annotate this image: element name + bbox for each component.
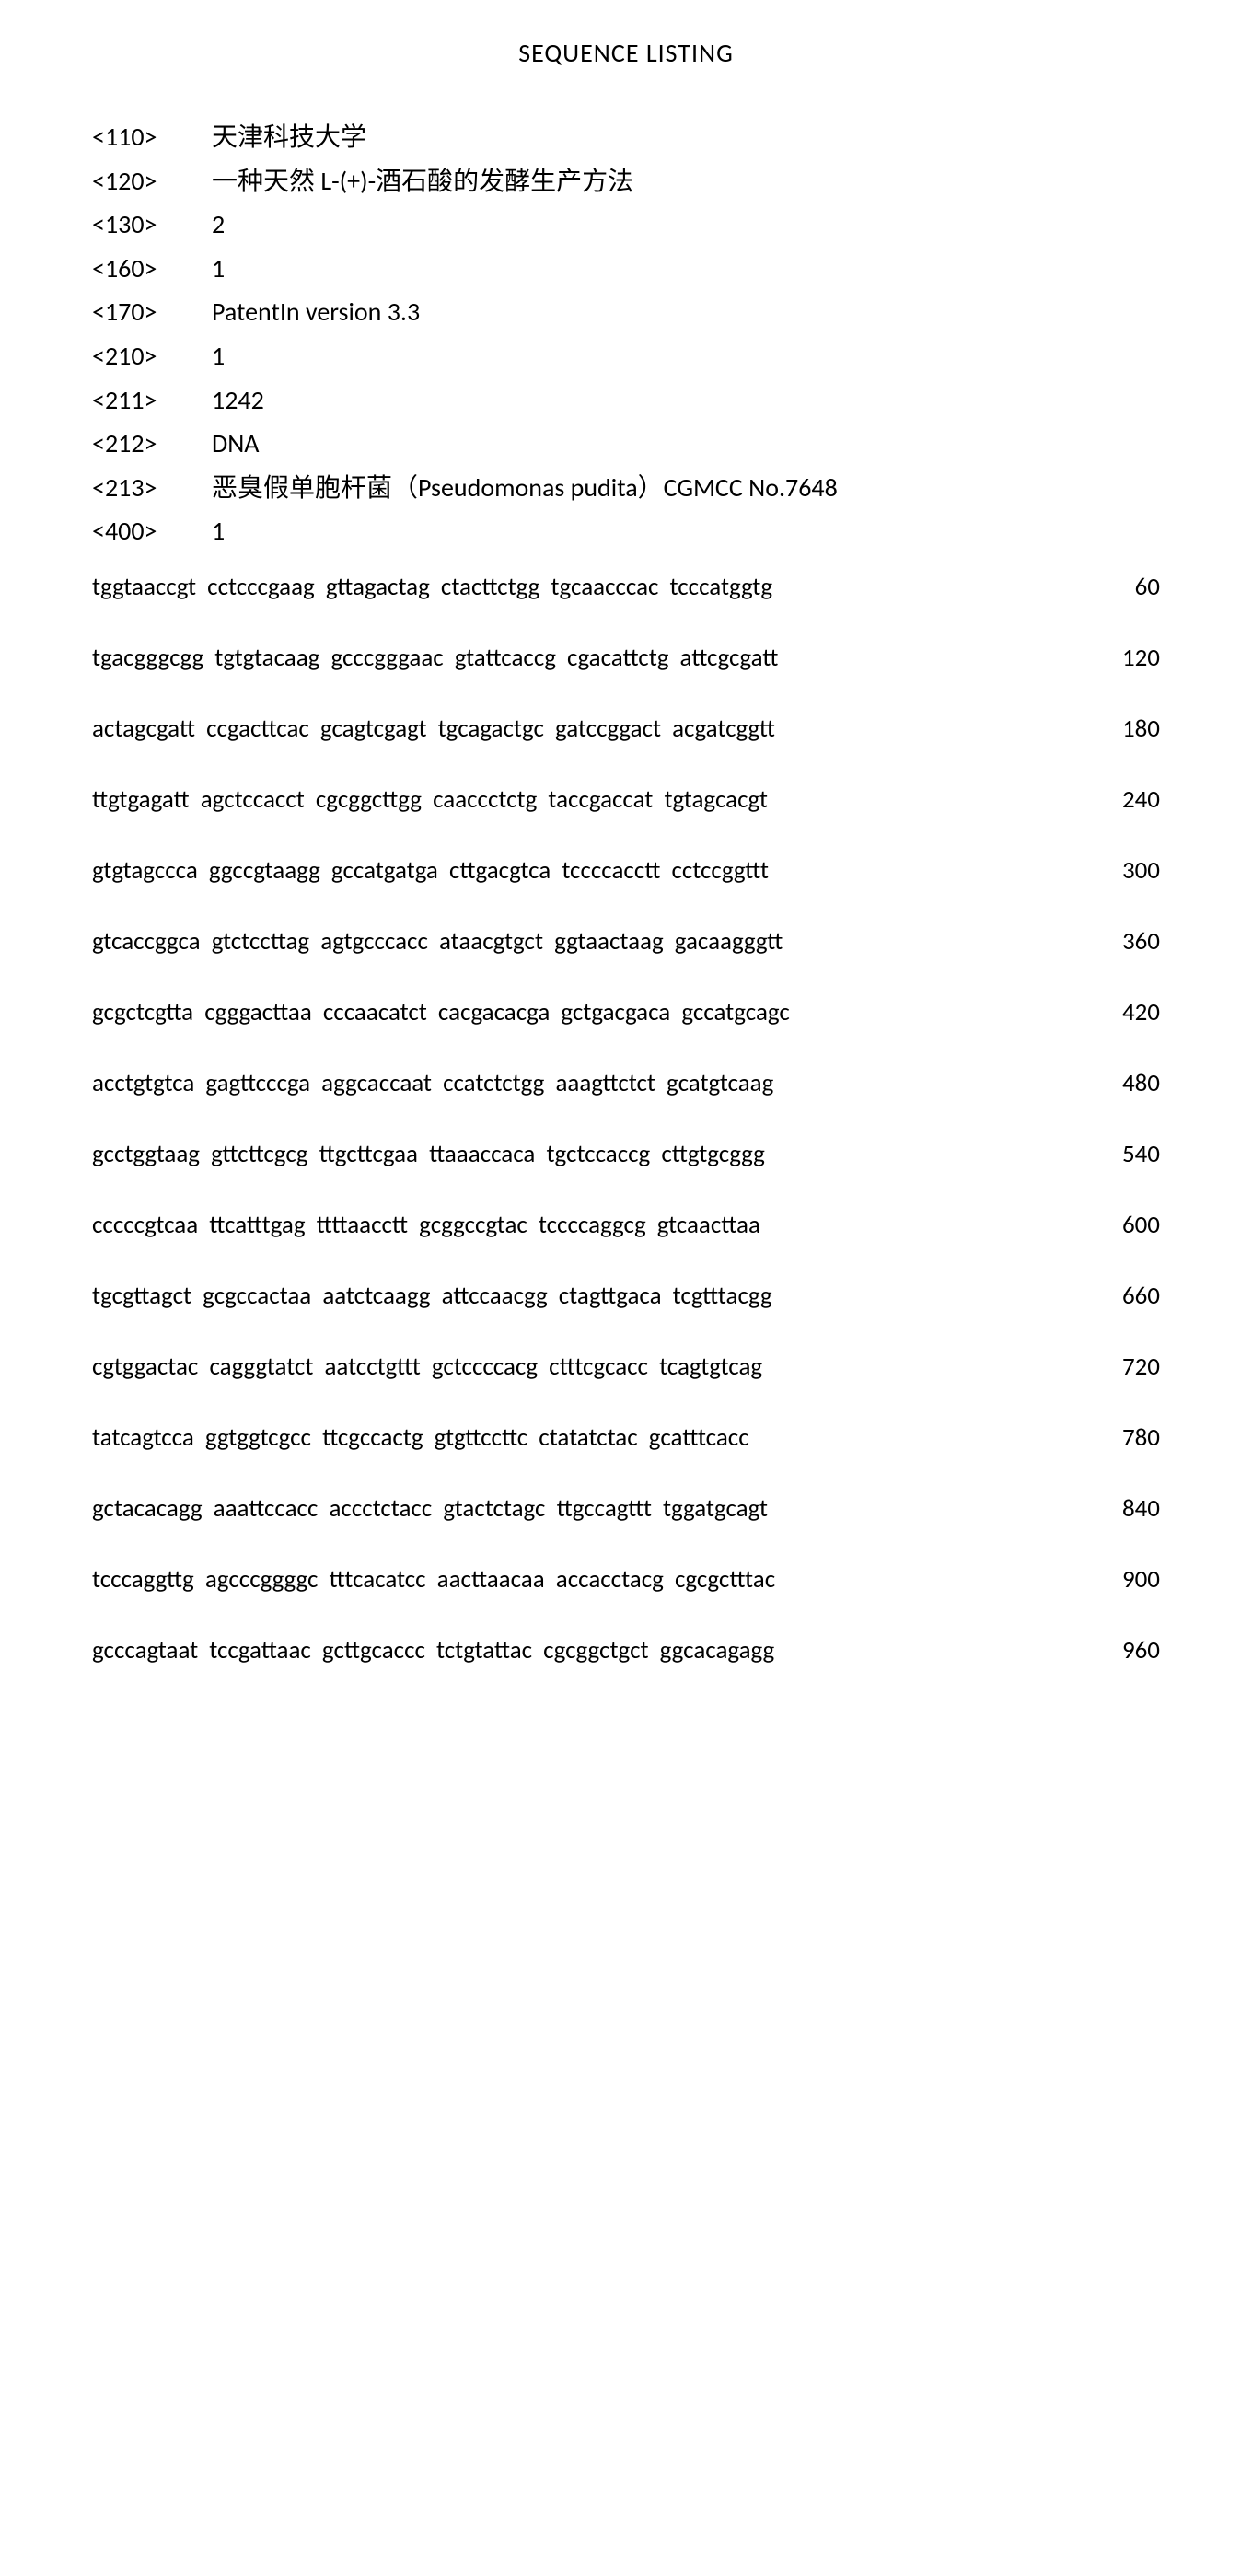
header-tag: <400> (92, 509, 212, 553)
sequence-text: gcgctcgtta cgggacttaa cccaacatct cacgaca… (92, 997, 790, 1027)
sequence-position: 720 (1086, 1352, 1160, 1382)
header-tag: <213> (92, 466, 212, 510)
sequence-row: cgtggactac cagggtatct aatcctgttt gctcccc… (92, 1352, 1160, 1382)
sequence-position: 300 (1086, 855, 1160, 886)
header-line: <400>1 (92, 509, 1160, 553)
header-tag: <110> (92, 115, 212, 159)
header-line: <211>1242 (92, 378, 1160, 423)
header-tag: <210> (92, 334, 212, 378)
sequence-text: tatcagtcca ggtggtcgcc ttcgccactg gtgttcc… (92, 1422, 749, 1453)
header-line: <120>一种天然 L-(+)-酒石酸的发酵生产方法 (92, 159, 1160, 203)
sequence-row: tcccaggttg agcccggggc tttcacatcc aacttaa… (92, 1564, 1160, 1595)
sequence-text: tgacgggcgg tgtgtacaag gcccgggaac gtattca… (92, 643, 778, 673)
sequence-row: gtgtagccca ggccgtaagg gccatgatga cttgacg… (92, 855, 1160, 886)
sequence-row: tgacgggcgg tgtgtacaag gcccgggaac gtattca… (92, 643, 1160, 673)
sequence-row: tatcagtcca ggtggtcgcc ttcgccactg gtgttcc… (92, 1422, 1160, 1453)
sequence-position: 120 (1086, 643, 1160, 673)
header-value: PatentIn version 3.3 (212, 290, 420, 334)
sequence-text: gtcaccggca gtctccttag agtgcccacc ataacgt… (92, 926, 782, 957)
sequence-position: 480 (1086, 1068, 1160, 1098)
header-line: <130>2 (92, 203, 1160, 247)
header-line: <160>1 (92, 247, 1160, 291)
header-tag: <212> (92, 422, 212, 466)
header-line: <110>天津科技大学 (92, 115, 1160, 159)
sequence-position: 900 (1086, 1564, 1160, 1595)
header-section: <110>天津科技大学<120>一种天然 L-(+)-酒石酸的发酵生产方法<13… (92, 115, 1160, 553)
sequence-position: 540 (1086, 1139, 1160, 1169)
header-line: <170>PatentIn version 3.3 (92, 290, 1160, 334)
header-value: 天津科技大学 (212, 115, 366, 159)
sequence-row: cccccgtcaa ttcatttgag ttttaacctt gcggccg… (92, 1210, 1160, 1240)
sequence-text: cgtggactac cagggtatct aatcctgttt gctcccc… (92, 1352, 762, 1382)
sequence-text: actagcgatt ccgacttcac gcagtcgagt tgcagac… (92, 714, 775, 744)
header-tag: <160> (92, 247, 212, 291)
header-value: 1 (212, 247, 225, 291)
sequence-row: gtcaccggca gtctccttag agtgcccacc ataacgt… (92, 926, 1160, 957)
sequence-block: tggtaaccgt cctcccgaag gttagactag ctacttc… (92, 572, 1160, 1665)
sequence-position: 660 (1086, 1281, 1160, 1311)
sequence-position: 780 (1086, 1422, 1160, 1453)
sequence-text: cccccgtcaa ttcatttgag ttttaacctt gcggccg… (92, 1210, 760, 1240)
sequence-position: 840 (1086, 1493, 1160, 1524)
header-line: <212>DNA (92, 422, 1160, 466)
sequence-text: tggtaaccgt cctcccgaag gttagactag ctacttc… (92, 572, 772, 602)
header-tag: <120> (92, 159, 212, 203)
header-line: <210>1 (92, 334, 1160, 378)
sequence-position: 180 (1086, 714, 1160, 744)
sequence-row: tggtaaccgt cctcccgaag gttagactag ctacttc… (92, 572, 1160, 602)
sequence-text: gtgtagccca ggccgtaagg gccatgatga cttgacg… (92, 855, 769, 886)
sequence-row: gcccagtaat tccgattaac gcttgcaccc tctgtat… (92, 1635, 1160, 1665)
sequence-row: acctgtgtca gagttcccga aggcaccaat ccatctc… (92, 1068, 1160, 1098)
sequence-text: acctgtgtca gagttcccga aggcaccaat ccatctc… (92, 1068, 773, 1098)
header-value: 1 (212, 334, 225, 378)
header-tag: <170> (92, 290, 212, 334)
sequence-text: tgcgttagct gcgccactaa aatctcaagg attccaa… (92, 1281, 772, 1311)
sequence-row: gcctggtaag gttcttcgcg ttgcttcgaa ttaaacc… (92, 1139, 1160, 1169)
document-title: SEQUENCE LISTING (92, 37, 1160, 69)
sequence-row: actagcgatt ccgacttcac gcagtcgagt tgcagac… (92, 714, 1160, 744)
header-value: 一种天然 L-(+)-酒石酸的发酵生产方法 (212, 159, 633, 203)
header-value: 恶臭假单胞杆菌（Pseudomonas pudita）CGMCC No.7648 (212, 466, 838, 510)
sequence-text: gcccagtaat tccgattaac gcttgcaccc tctgtat… (92, 1635, 774, 1665)
sequence-text: ttgtgagatt agctccacct cgcggcttgg caaccct… (92, 784, 768, 815)
header-tag: <130> (92, 203, 212, 247)
sequence-row: gcgctcgtta cgggacttaa cccaacatct cacgaca… (92, 997, 1160, 1027)
header-value: 1242 (212, 378, 264, 423)
sequence-position: 360 (1086, 926, 1160, 957)
sequence-position: 60 (1086, 572, 1160, 602)
sequence-position: 420 (1086, 997, 1160, 1027)
sequence-text: gctacacagg aaattccacc accctctacc gtactct… (92, 1493, 768, 1524)
sequence-row: tgcgttagct gcgccactaa aatctcaagg attccaa… (92, 1281, 1160, 1311)
sequence-row: gctacacagg aaattccacc accctctacc gtactct… (92, 1493, 1160, 1524)
header-value: 2 (212, 203, 225, 247)
sequence-text: gcctggtaag gttcttcgcg ttgcttcgaa ttaaacc… (92, 1139, 765, 1169)
sequence-position: 600 (1086, 1210, 1160, 1240)
header-value: DNA (212, 422, 260, 466)
sequence-position: 960 (1086, 1635, 1160, 1665)
header-tag: <211> (92, 378, 212, 423)
header-line: <213>恶臭假单胞杆菌（Pseudomonas pudita）CGMCC No… (92, 466, 1160, 510)
sequence-text: tcccaggttg agcccggggc tttcacatcc aacttaa… (92, 1564, 775, 1595)
sequence-position: 240 (1086, 784, 1160, 815)
sequence-row: ttgtgagatt agctccacct cgcggcttgg caaccct… (92, 784, 1160, 815)
header-value: 1 (212, 509, 225, 553)
